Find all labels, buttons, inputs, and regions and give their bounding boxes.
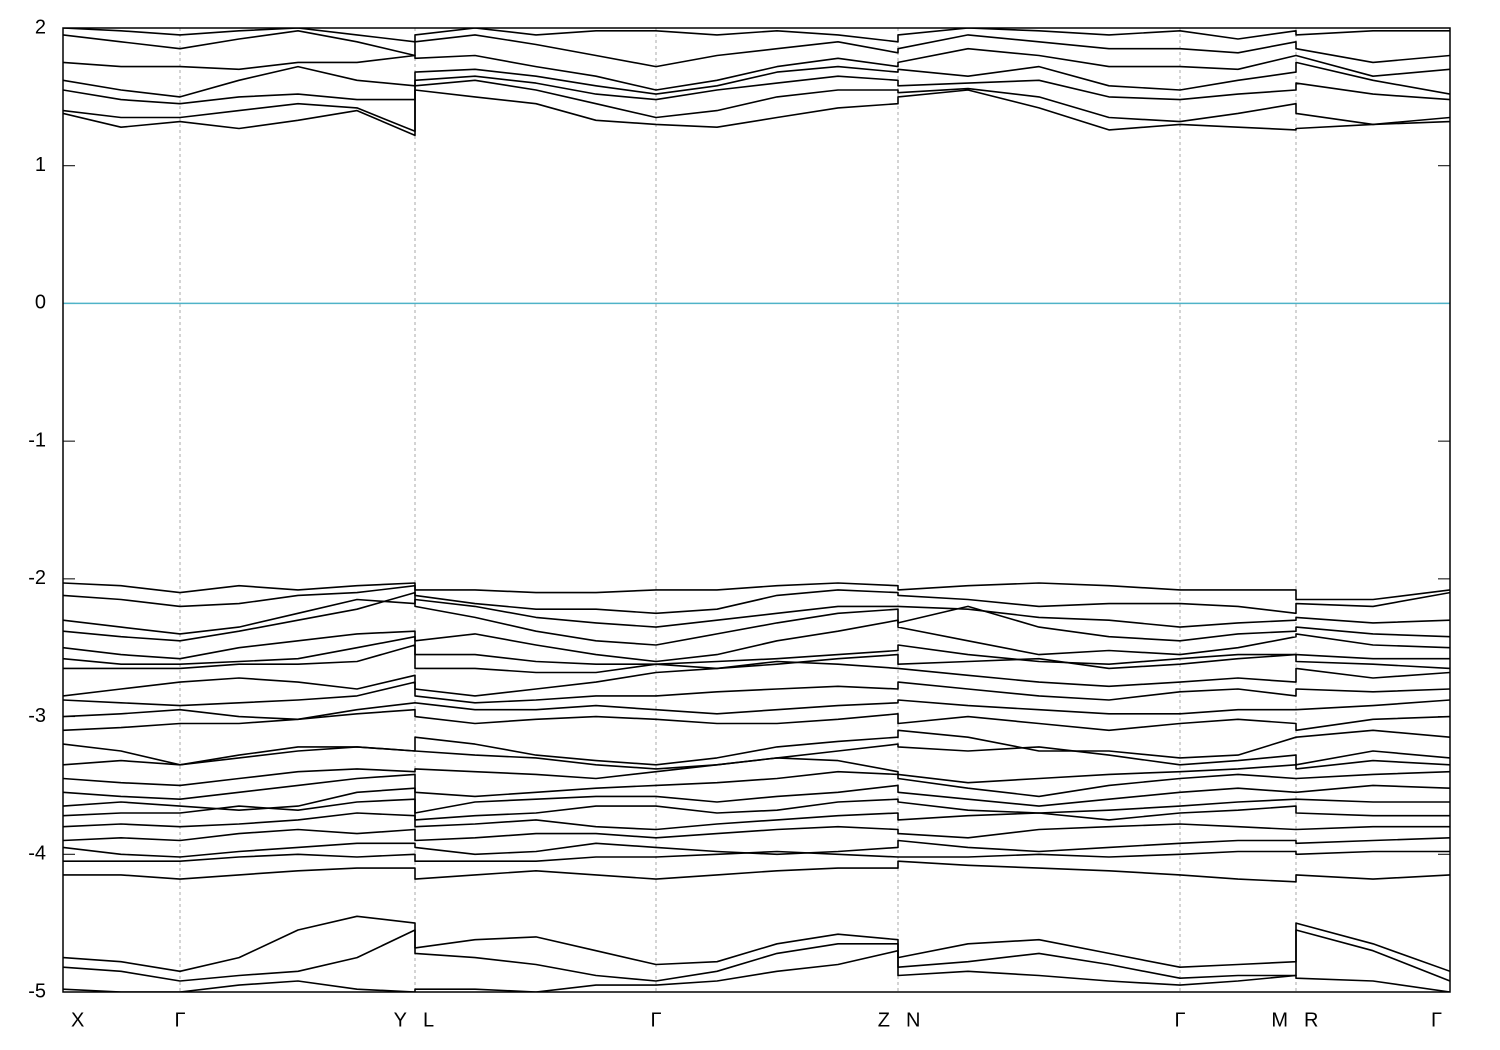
band-line — [63, 584, 1450, 615]
band-line — [63, 929, 1450, 982]
band-line — [63, 743, 1450, 770]
band-line — [63, 699, 1450, 721]
band-line — [63, 805, 1450, 831]
x-tick-label: Y — [394, 1009, 407, 1031]
x-tick-label: X — [71, 1009, 84, 1031]
band-line — [63, 47, 1450, 91]
band-line — [63, 949, 1450, 992]
band-line — [63, 598, 1450, 635]
y-tick-label: 2 — [35, 16, 46, 38]
band-line — [63, 757, 1450, 787]
band-line — [63, 79, 1450, 133]
band-line — [63, 770, 1450, 800]
y-tick-label: -5 — [28, 980, 46, 1002]
band-line — [63, 644, 1450, 674]
band-line — [63, 61, 1450, 98]
band-line — [63, 582, 1450, 601]
band-line — [63, 708, 1450, 732]
y-tick-label: -4 — [28, 843, 46, 865]
y-tick-label: -1 — [28, 429, 46, 451]
band-line — [63, 850, 1450, 862]
y-tick-label: 0 — [35, 292, 46, 314]
band-line — [63, 30, 1450, 68]
x-tick-label: M — [1271, 1009, 1288, 1031]
band-line — [63, 823, 1450, 842]
x-tick-label: Γ — [650, 1009, 661, 1031]
band-line — [63, 681, 1450, 707]
x-tick-label: R — [1304, 1009, 1318, 1031]
band-line — [63, 798, 1450, 821]
band-line — [63, 635, 1450, 665]
x-tick-label: Γ — [1174, 1009, 1185, 1031]
x-tick-label: N — [906, 1009, 920, 1031]
band-line — [63, 860, 1450, 883]
band-line — [63, 837, 1450, 858]
band-line — [63, 619, 1450, 663]
x-tick-label: Z — [878, 1009, 890, 1031]
band-line — [63, 915, 1450, 973]
band-line — [63, 660, 1450, 697]
y-tick-label: 1 — [35, 154, 46, 176]
band-line — [63, 75, 1450, 105]
band-line — [63, 89, 1450, 137]
y-tick-label: -3 — [28, 705, 46, 727]
band-line — [63, 784, 1450, 814]
plot-frame — [62, 27, 1451, 993]
x-tick-label: Γ — [174, 1009, 185, 1031]
band-line — [63, 729, 1450, 766]
x-tick-label: Γ — [1431, 1009, 1442, 1031]
band-line — [63, 591, 1450, 646]
x-tick-label: L — [423, 1009, 434, 1031]
band-line — [63, 28, 1450, 43]
y-tick-label: -2 — [28, 567, 46, 589]
